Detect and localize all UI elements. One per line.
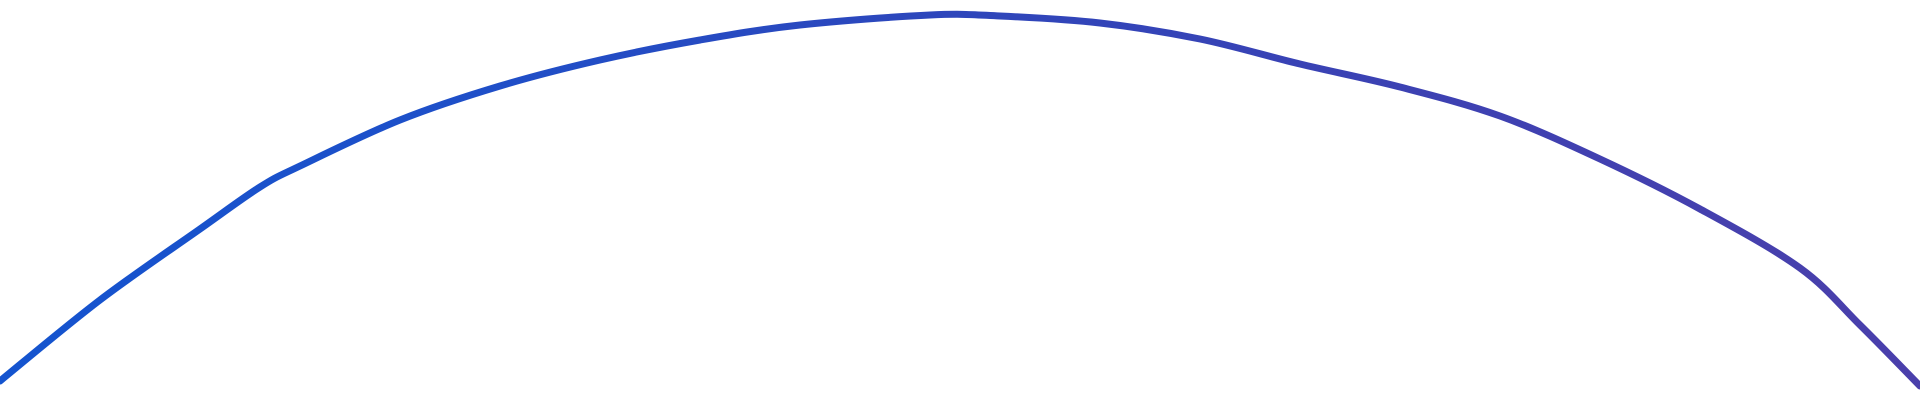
arc-curve-path (0, 10, 1920, 390)
